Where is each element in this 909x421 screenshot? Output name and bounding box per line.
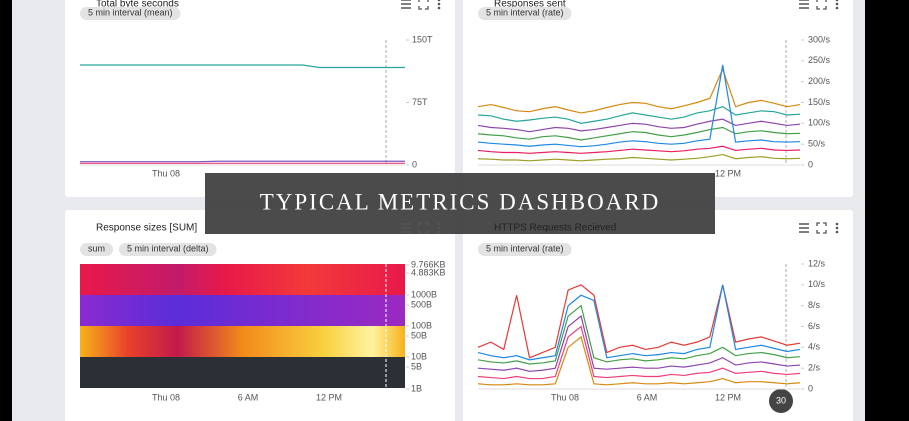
chip[interactable] [119,243,217,256]
series-line [80,64,405,69]
y-tick-label: 150T [412,34,433,44]
chip[interactable] [80,243,114,256]
panel-title: Responses sent [494,0,566,10]
x-tick-label: 12 PM [715,168,741,178]
y-tick-label: 5B [411,361,422,371]
list-icon[interactable] [799,223,809,233]
y-tick-label: 9.766KB [411,259,446,269]
series-line [477,145,801,154]
more-icon[interactable] [437,0,441,2]
list-icon[interactable] [401,0,411,9]
card [463,0,853,197]
chip-text: sum [88,243,105,253]
x-tick-label: Thu 08 [152,392,180,402]
y-tick-label: 75T [412,97,428,107]
more-icon[interactable] [437,226,441,230]
y-tick-label: 250/s [808,55,831,65]
series-line [477,335,801,386]
chip[interactable] [478,7,572,20]
fullscreen-icon[interactable] [418,222,429,234]
panel-title: HTTPS Requests Recieved [494,223,616,234]
list-icon[interactable] [401,223,411,233]
chip-text: 5 min interval (delta) [127,243,209,253]
more-icon[interactable] [835,2,839,6]
chip-text: 5 min interval (rate) [486,7,564,17]
y-tick-label: 4.883KB [411,267,446,277]
series-line [477,325,801,380]
banner-text: TYPICAL METRICS DASHBOARD [260,189,661,214]
series-line [477,284,801,361]
y-tick-label: 50/s [808,139,826,149]
series-line [477,106,801,124]
more-icon[interactable] [437,230,441,234]
banner [205,173,715,234]
more-icon[interactable] [835,222,839,226]
series-line [477,284,801,359]
y-tick-label: 0 [808,383,813,393]
more-icon[interactable] [437,222,441,226]
y-tick-label: 500B [411,299,432,309]
y-tick-label: 6/s [808,321,821,331]
x-tick-label: 6 AM [238,392,259,402]
x-tick-label: 12 PM [715,392,741,402]
series-line [477,64,801,148]
heatmap [80,264,405,388]
y-tick-label: 10/s [808,279,826,289]
more-icon[interactable] [835,226,839,230]
y-tick-label: 200/s [808,76,831,86]
chip[interactable] [80,7,181,20]
panel-title: Total byte seconds [96,0,179,10]
fullscreen-icon[interactable] [816,222,827,234]
x-tick-label: 12 PM [316,392,342,402]
badge-text[interactable]: 30 [776,395,786,405]
more-icon[interactable] [437,2,441,6]
x-tick-label: Thu 08 [551,392,579,402]
series-line [477,304,801,365]
y-tick-label: 2/s [808,363,821,373]
y-tick-label: 8/s [808,300,821,310]
chip-text: 5 min interval (rate) [486,243,564,253]
y-tick-label: 1000B [411,289,437,299]
series-line [477,118,801,133]
x-tick-label: 6 AM [637,392,658,402]
y-tick-label: 100/s [808,118,831,128]
list-icon[interactable] [799,0,809,9]
y-tick-label: 0 [412,159,417,169]
y-tick-label: 300/s [808,34,831,44]
y-tick-label: 10B [411,351,427,361]
series-line [477,315,801,372]
y-tick-label: 12/s [808,258,826,268]
more-icon[interactable] [835,0,839,2]
x-tick-label: Thu 08 [152,168,180,178]
chip[interactable] [478,243,572,256]
series-line [477,126,801,141]
y-tick-label: 150/s [808,97,831,107]
series-line [477,67,801,114]
y-tick-label: 1B [411,383,422,393]
y-tick-label: 100B [411,320,432,330]
card [65,0,455,197]
more-icon[interactable] [835,6,839,10]
series-line [477,153,801,162]
more-icon[interactable] [835,230,839,234]
y-tick-label: 50B [411,330,427,340]
more-icon[interactable] [437,6,441,10]
chip-text: 5 min interval (mean) [88,7,173,17]
panel-title: Response sizes [SUM] [96,223,197,234]
y-tick-label: 4/s [808,342,821,352]
badge[interactable] [769,389,793,413]
y-tick-label: 0 [808,159,813,169]
